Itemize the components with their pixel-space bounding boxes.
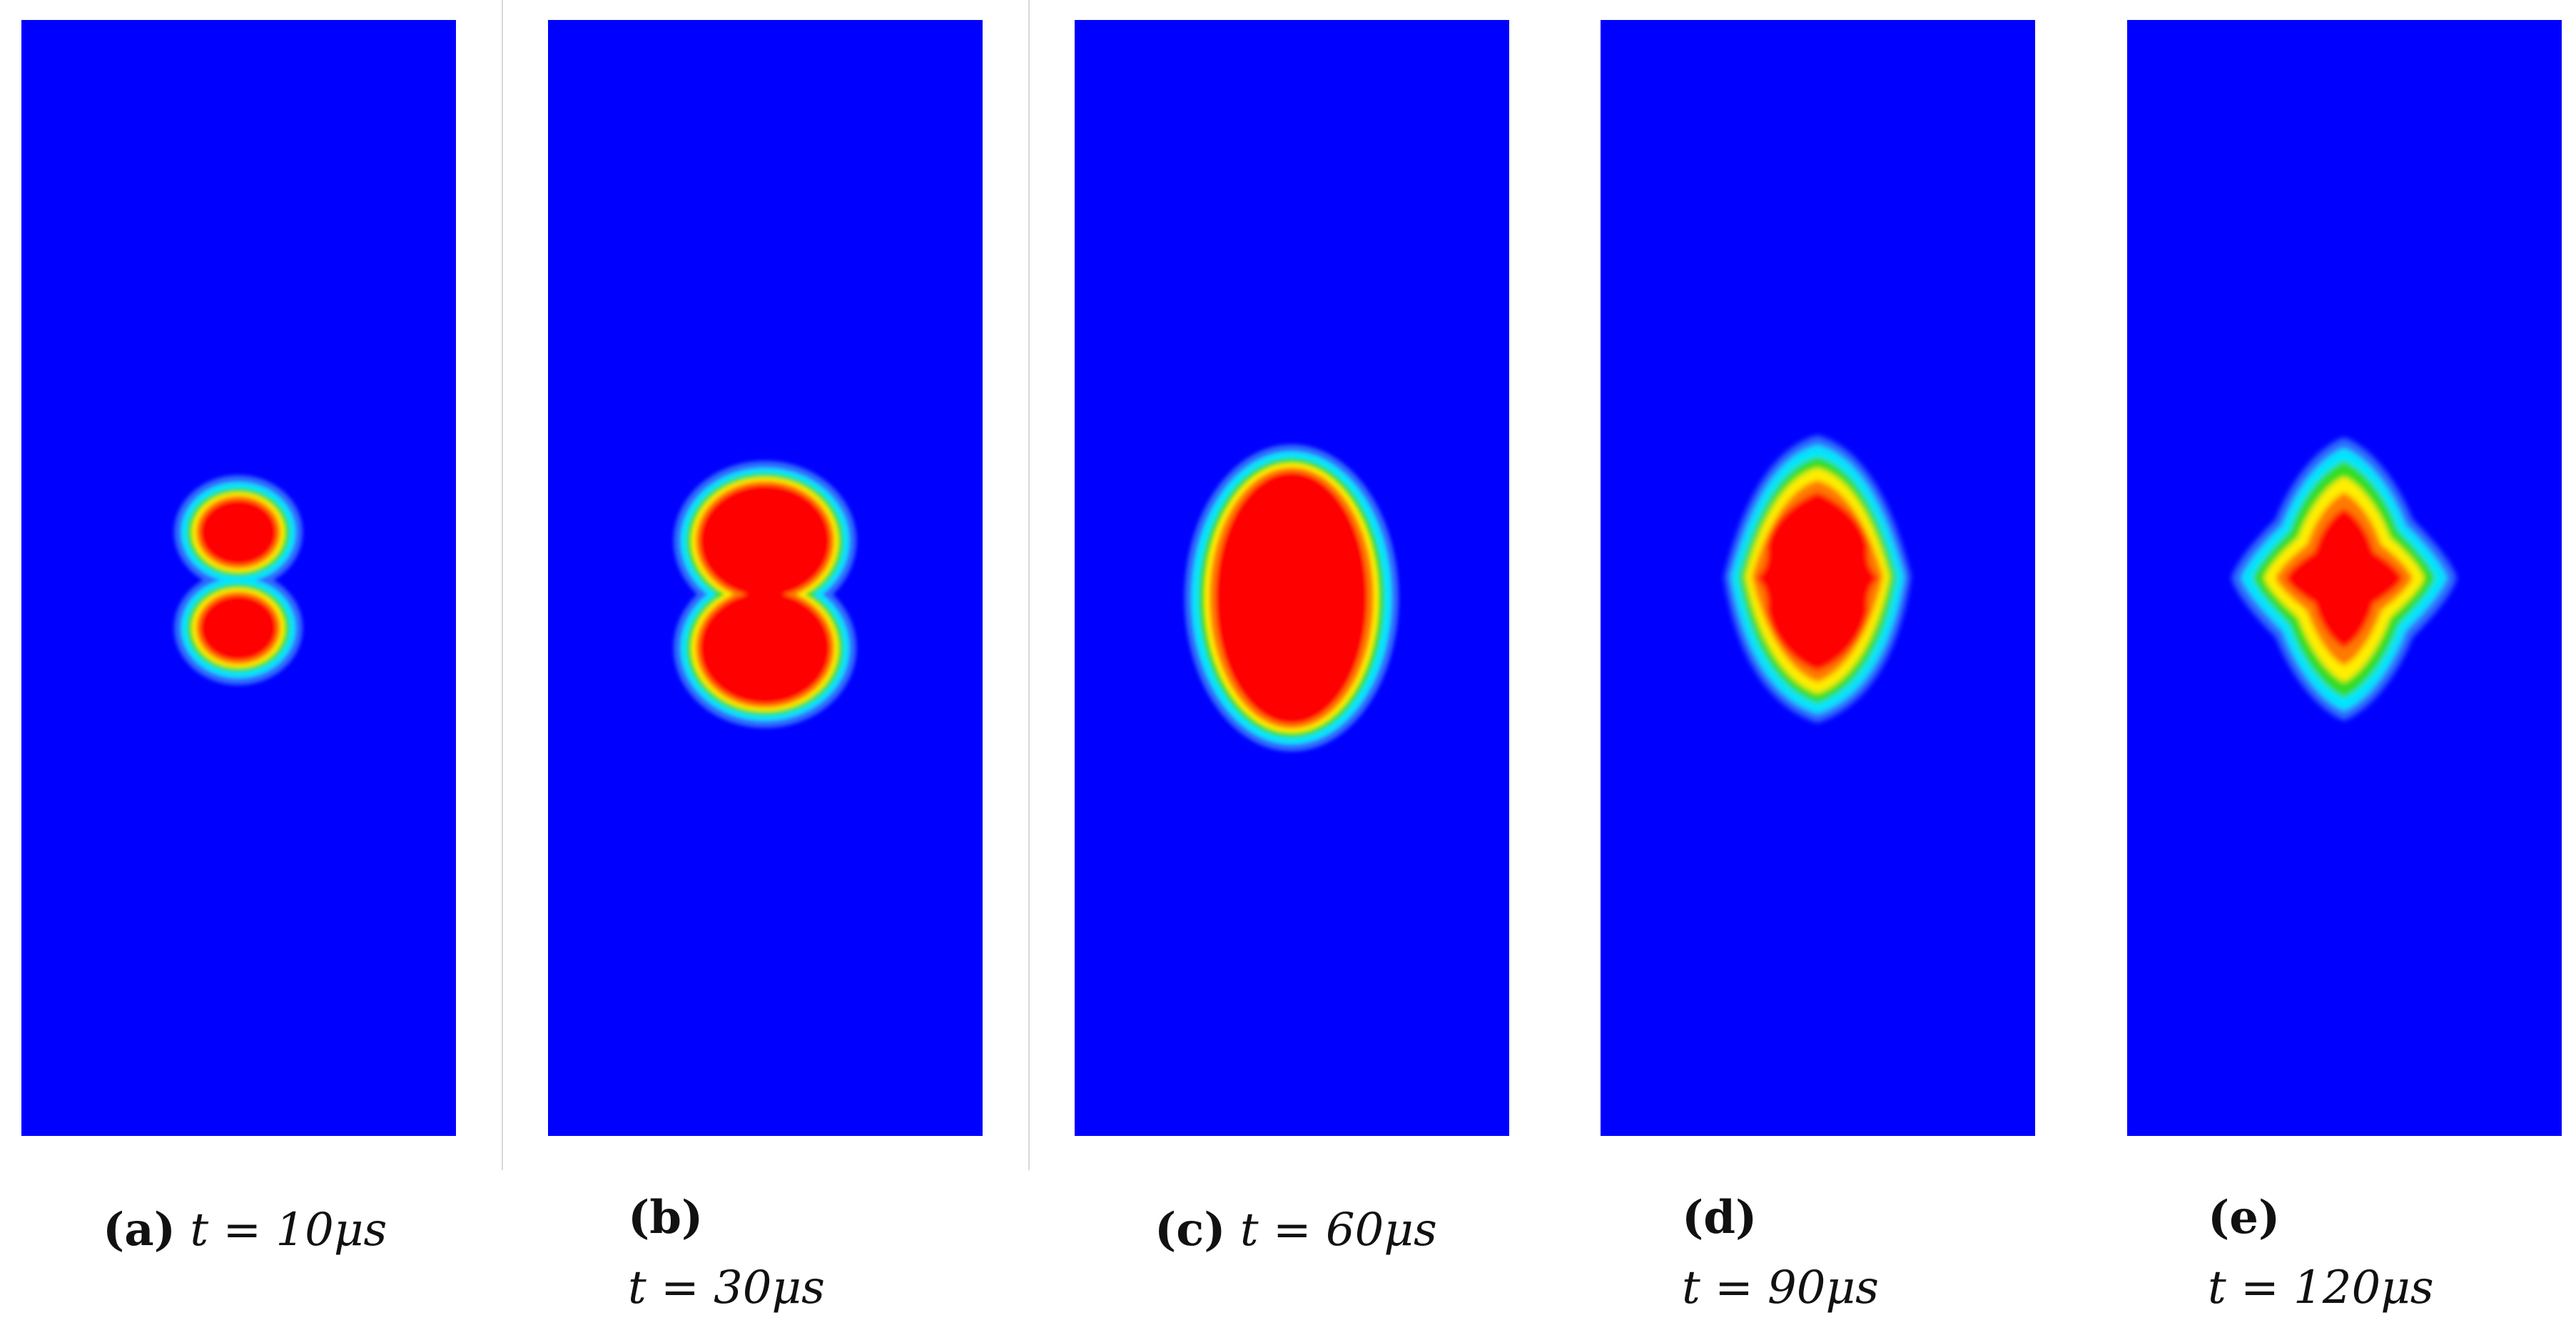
caption-b: (b) t = 30μs	[628, 1195, 825, 1311]
blob-a-core	[201, 500, 276, 660]
caption-c: (c) t = 60μs	[1155, 1207, 1437, 1254]
blob-b-core	[700, 485, 830, 704]
caption-e-label: (e)	[2208, 1191, 2281, 1244]
caption-e: (e) t = 120μs	[2208, 1195, 2434, 1311]
panel-e-image	[2127, 20, 2562, 1136]
panel-b-image	[548, 20, 983, 1136]
caption-a-label: (a)	[103, 1203, 176, 1257]
caption-d-label: (d)	[1682, 1191, 1758, 1244]
panel-a-image	[21, 20, 456, 1136]
caption-a-time: t = 10μs	[190, 1204, 387, 1257]
panel-separator-1	[502, 0, 503, 1170]
caption-b-time: t = 30μs	[628, 1262, 825, 1314]
caption-c-time: t = 60μs	[1239, 1204, 1437, 1257]
caption-e-time: t = 120μs	[2208, 1262, 2434, 1314]
caption-a: (a) t = 10μs	[103, 1207, 387, 1254]
blob-e-core	[2286, 509, 2403, 648]
caption-c-label: (c)	[1155, 1203, 1226, 1257]
caption-b-label: (b)	[628, 1191, 704, 1244]
caption-d: (d) t = 90μs	[1682, 1195, 1879, 1311]
panel-c-image	[1075, 20, 1509, 1136]
panel-d-image	[1601, 20, 2035, 1136]
panel-separator-2	[1028, 0, 1030, 1170]
caption-d-time: t = 90μs	[1682, 1262, 1879, 1314]
blob-c-core	[1216, 472, 1367, 724]
blob-d-core	[1756, 492, 1879, 671]
